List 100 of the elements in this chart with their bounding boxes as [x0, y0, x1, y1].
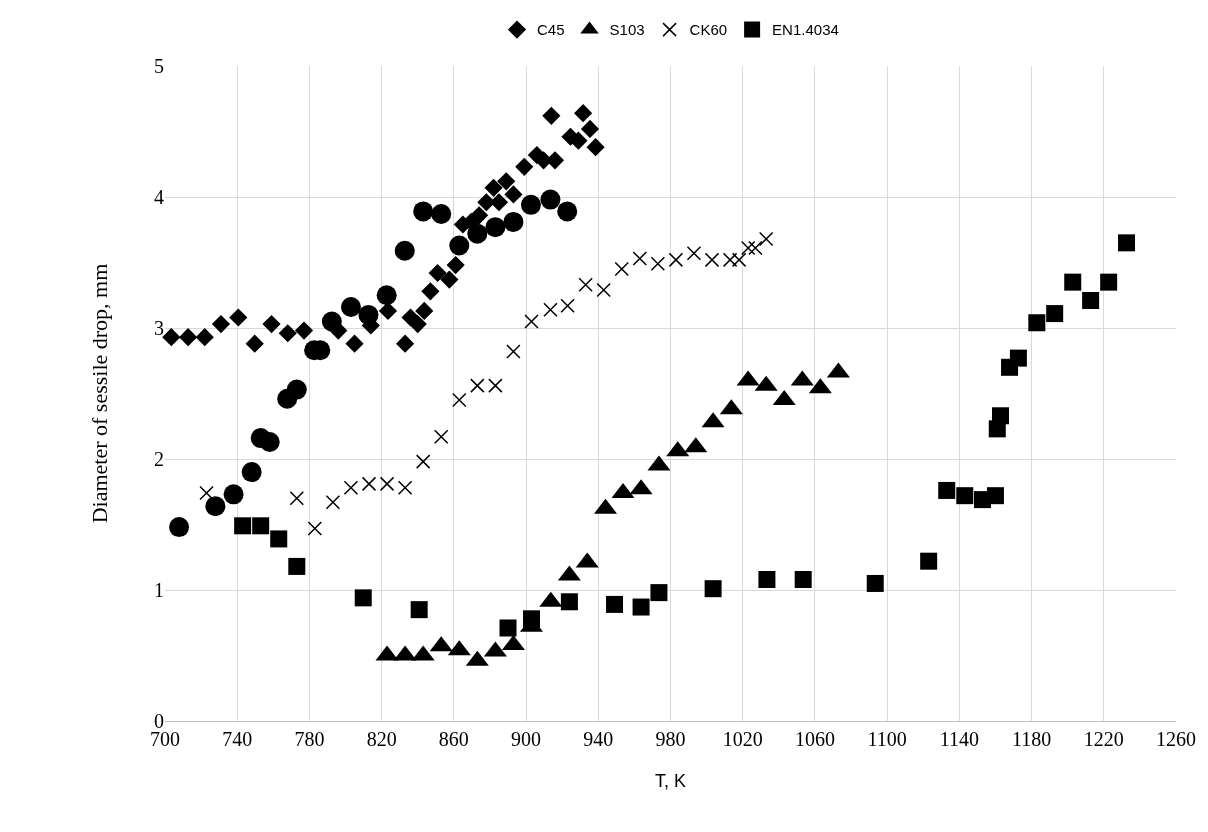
point: [408, 314, 427, 334]
point: [343, 480, 359, 496]
point: [1100, 273, 1118, 291]
point: [992, 407, 1010, 425]
point: [394, 240, 415, 261]
point: [1028, 314, 1046, 332]
point: [286, 379, 307, 400]
point: [397, 480, 413, 496]
point: [956, 487, 974, 505]
point: [452, 392, 467, 408]
point: [686, 246, 702, 261]
point: [650, 584, 668, 602]
point: [379, 476, 395, 492]
point: [722, 252, 738, 268]
point: [431, 204, 452, 225]
point: [278, 324, 297, 343]
legend-label: EN1.4034: [772, 21, 839, 39]
point: [574, 104, 593, 123]
point: [162, 328, 181, 347]
x-tick-label: 1020: [722, 728, 763, 750]
point: [229, 308, 248, 327]
point: [503, 211, 524, 232]
point: [396, 334, 415, 353]
x-tick-label: 1140: [939, 728, 979, 750]
point: [748, 240, 763, 256]
point: [223, 484, 244, 505]
point: [470, 378, 485, 393]
point: [632, 251, 648, 266]
point: [376, 285, 397, 306]
point: [252, 517, 270, 535]
x-tick-label: 820: [366, 728, 397, 750]
point: [650, 256, 666, 272]
point: [504, 185, 523, 204]
point: [578, 277, 593, 293]
point: [340, 297, 361, 318]
point: [488, 378, 503, 393]
point: [540, 189, 561, 210]
point: [1118, 234, 1136, 252]
point: [866, 574, 884, 592]
point: [497, 172, 516, 191]
point: [270, 530, 288, 548]
point: [484, 178, 503, 197]
point: [262, 314, 281, 334]
point: [241, 462, 262, 483]
legend-label: S103: [609, 21, 645, 39]
point: [524, 314, 539, 329]
point: [704, 580, 722, 598]
point: [596, 282, 611, 298]
point: [557, 201, 578, 222]
point: [560, 298, 575, 313]
point: [986, 487, 1004, 505]
point: [288, 557, 306, 575]
point: [758, 231, 774, 247]
point: [307, 521, 323, 536]
point: [421, 282, 440, 301]
point: [428, 263, 447, 283]
x-tick-label: 780: [294, 728, 325, 750]
point: [668, 252, 684, 268]
point: [446, 256, 465, 275]
point: [485, 217, 506, 238]
x-tick-label: 860: [438, 728, 469, 750]
point: [632, 598, 650, 616]
point: [325, 494, 341, 510]
point: [289, 491, 305, 506]
point: [433, 429, 449, 444]
point: [580, 119, 600, 138]
point: [199, 485, 214, 501]
point: [614, 261, 630, 277]
point: [542, 106, 561, 125]
point: [1082, 291, 1100, 309]
point: [354, 589, 372, 607]
x-tick-label: 1100: [867, 728, 907, 750]
point: [794, 571, 812, 589]
point: [499, 619, 517, 637]
x-tick-label: 1260: [1156, 728, 1196, 750]
y-tick-label: 1: [154, 579, 164, 601]
x-tick-label: 1220: [1083, 728, 1124, 750]
point: [758, 571, 776, 589]
point: [470, 206, 489, 225]
point: [415, 301, 434, 321]
point: [415, 454, 431, 469]
point: [731, 252, 747, 268]
y-axis-title: Diameter of sessile drop, mm: [86, 263, 112, 524]
point: [522, 610, 540, 628]
point: [506, 344, 521, 359]
y-tick-label: 5: [154, 55, 164, 77]
x-tick-label: 980: [655, 728, 686, 750]
x-tick-label: 900: [511, 728, 542, 750]
point: [704, 252, 720, 268]
point: [294, 321, 314, 340]
point: [515, 157, 534, 176]
legend-label: C45: [537, 21, 565, 39]
point: [560, 593, 578, 611]
point: [179, 328, 198, 347]
point: [1064, 273, 1082, 291]
x-tick-label: 740: [222, 728, 253, 750]
point: [449, 235, 470, 256]
point: [345, 334, 364, 353]
point: [920, 552, 938, 570]
point: [234, 517, 252, 535]
